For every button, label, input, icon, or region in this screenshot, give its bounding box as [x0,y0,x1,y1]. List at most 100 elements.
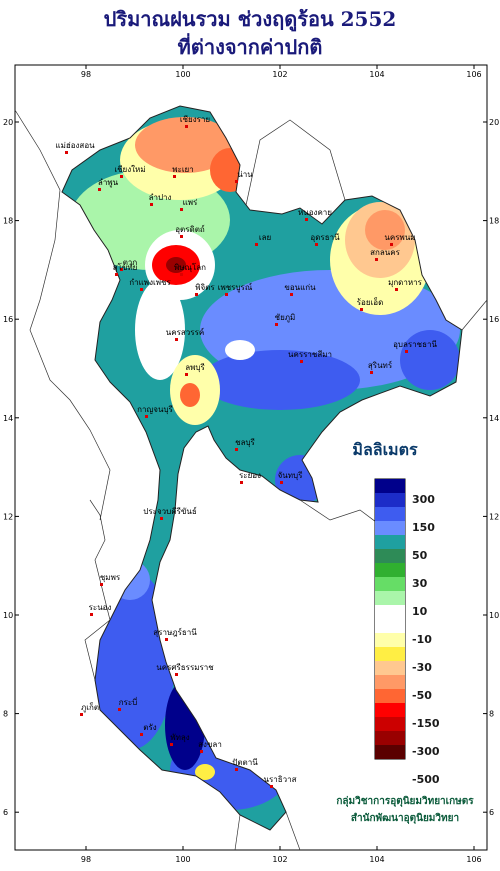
place-marker [140,733,143,736]
place-marker [270,785,273,788]
place-label: นครศรีธรรมราช [156,663,214,672]
place-label: พัทลุง [170,733,189,742]
lat-label: 18 [489,217,499,226]
legend-swatch [375,577,405,591]
lon-label: 98 [81,70,91,79]
place-label: พิษณุโลก [174,262,206,272]
legend-label: -10 [412,633,432,646]
place-marker [185,373,188,376]
legend-label: -300 [412,745,440,758]
lat-label: 6 [489,808,494,817]
place-marker [165,638,168,641]
lon-label: 106 [466,70,481,79]
place-marker [275,323,278,326]
place-marker [375,258,378,261]
legend-swatch [375,717,405,731]
place-marker [195,293,198,296]
place-label: ลำปาง [149,193,172,202]
lat-label: 14 [489,414,499,423]
lon-label: 100 [175,70,190,79]
place-label: เลย [259,233,271,242]
place-marker [90,613,93,616]
place-label: นราธิวาส [263,775,296,784]
lat-label: 6 [3,808,8,817]
place-label: พิจิตร [195,283,215,292]
place-label: อุดรธานี [310,233,340,242]
place-label: ภูเก็ต [81,702,99,713]
place-marker [240,481,243,484]
place-label: แม่ฮ่องสอน [55,141,95,150]
place-label: กาญจนบุรี [137,405,173,414]
place-label: ตาก [123,258,138,267]
place-label: แพร่ [183,198,198,207]
place-marker [235,448,238,451]
place-label: นครสวรรค์ [166,327,204,337]
place-label: จันทบุรี [278,471,304,480]
place-marker [305,218,308,221]
place-marker [300,360,303,363]
lat-label: 12 [489,512,499,521]
place-label: ลพบุรี [185,363,205,372]
legend-swatch [375,605,405,619]
lon-label: 100 [175,855,190,864]
legend-label: 50 [412,549,428,562]
place-label: ปัตตานี [232,758,258,767]
place-label: อุบลราชธานี [393,340,437,349]
place-marker [395,288,398,291]
place-label: กำแพงเพชร [129,278,171,287]
legend-swatch [375,633,405,647]
credit-line: สำนักพัฒนาอุตุนิยมวิทยา [351,812,459,824]
place-label: หนองคาย [298,208,332,217]
lon-label: 104 [369,855,384,864]
place-label: สุราษฎร์ธานี [153,627,197,637]
place-marker [115,273,118,276]
lon-label: 102 [272,70,287,79]
place-marker [180,235,183,238]
place-marker [145,415,148,418]
place-label: ชัยภูมิ [275,313,296,323]
place-label: น่าน [237,170,253,179]
neighbor-borders [14,109,488,851]
legend-label: -150 [412,717,440,730]
legend-label: -50 [412,689,432,702]
legend-label: -30 [412,661,432,674]
place-label: ตรัง [143,723,156,732]
place-label: มุกดาหาร [388,278,423,287]
lat-label: 16 [489,315,499,324]
map-subtitle: ที่ต่างจากค่าปกติ [178,32,323,59]
lat-label: 16 [3,315,13,324]
place-label: ชลบุรี [235,438,255,447]
legend-swatch [375,675,405,689]
place-marker [173,175,176,178]
legend-swatch [375,493,405,507]
place-label: อุตรดิตถ์ [175,224,205,234]
place-label: เชียงราย [180,115,210,124]
place-marker [120,268,123,271]
place-marker [170,743,173,746]
place-marker [180,273,183,276]
legend-swatch [375,479,405,493]
lat-label: 10 [489,611,499,620]
place-label: สงขลา [198,740,222,749]
place-marker [65,151,68,154]
place-marker [290,293,293,296]
place-label: นครพนม [384,233,415,242]
lon-label: 102 [272,855,287,864]
lat-label: 12 [3,512,13,521]
legend-swatch [375,591,405,605]
legend-label: -500 [412,773,440,786]
legend-swatch [375,535,405,549]
map-title: ปริมาณฝนรวม ช่วงฤดูร้อน 2552 [104,7,397,33]
legend-swatch [375,731,405,745]
lat-label: 14 [3,414,13,423]
lat-label: 10 [3,611,13,620]
legend-swatch [375,661,405,675]
legend-swatch [375,745,405,759]
place-marker [360,308,363,311]
place-marker [200,750,203,753]
place-label: ประจวบคีรีขันธ์ [143,506,197,516]
place-label: สุโขทัย [113,262,138,272]
legend-swatch [375,549,405,563]
legend-swatch [375,521,405,535]
